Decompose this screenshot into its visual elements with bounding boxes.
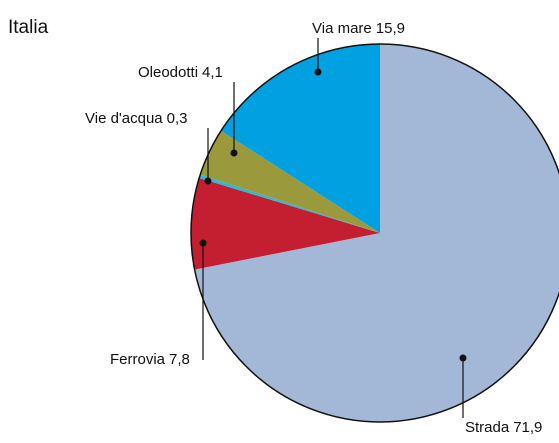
chart-title: Italia <box>8 17 49 38</box>
slice-label: Via mare 15,9 <box>312 20 405 37</box>
slice-label: Oleodotti 4,1 <box>138 64 223 81</box>
slice-label: Strada 71,9 <box>465 419 542 436</box>
pie-outline <box>190 43 559 423</box>
leader-dot <box>230 149 238 157</box>
slice-name: Oleodotti <box>138 64 198 81</box>
pie-slice <box>199 174 380 233</box>
slice-value: 0,3 <box>167 110 188 127</box>
slice-label: Vie d'acqua 0,3 <box>85 110 188 127</box>
leader-dot <box>314 68 322 76</box>
pie-slice <box>191 177 380 270</box>
pie-slice <box>221 44 380 233</box>
pie-slice <box>194 44 559 422</box>
slice-value: 71,9 <box>513 419 542 436</box>
leader-dot <box>204 177 212 185</box>
slice-name: Ferrovia <box>110 351 166 368</box>
slice-value: 7,8 <box>169 351 190 368</box>
slice-value: 15,9 <box>376 20 405 37</box>
slice-value: 4,1 <box>202 64 223 81</box>
slice-name: Vie d'acqua <box>85 110 163 127</box>
leader-dot <box>199 239 207 247</box>
leader-dot <box>459 354 467 362</box>
slice-name: Via mare <box>312 20 372 37</box>
slice-label: Ferrovia 7,8 <box>110 351 190 368</box>
pie-slice <box>200 130 380 233</box>
slice-name: Strada <box>465 419 510 436</box>
